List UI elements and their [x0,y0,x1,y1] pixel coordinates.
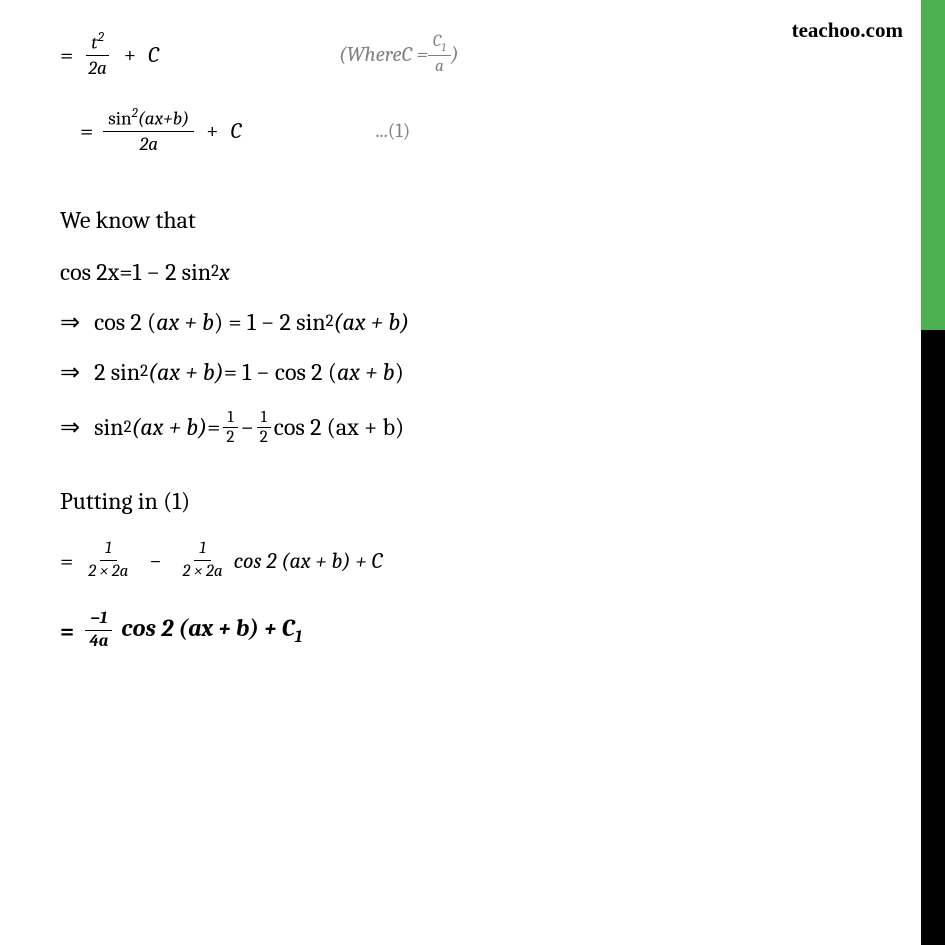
plus-sign: + [124,42,136,68]
constant-C: C [230,118,241,144]
we-know-that-text: We know that [60,206,885,234]
implies-arrow: ⇒ [60,308,80,336]
fraction-1-4a: 1 2 × 2a [83,539,133,583]
content-area: = t2 2a + C (Where C = C1 a ) = sin2(ax+… [0,0,945,698]
right-bar-green [921,0,945,330]
equation-row-4-final: = −1 4a cos 2 (ax + b) + C1 [60,609,885,653]
constant-C: C [148,42,159,68]
fraction-t2-2a: t2 2a [83,30,112,80]
equation-row-1: = t2 2a + C (Where C = C1 a ) [60,30,885,80]
watermark: teachoo.com [792,18,903,43]
trig-identity-1: cos 2x = 1 − 2 sin2 x [60,258,885,286]
minus-sign: − [149,548,161,574]
trig-identity-2: ⇒ cos 2 (ax + b) = 1 − 2 sin2(ax + b) [60,308,885,336]
fraction-numerator: sin2(ax+b) [103,106,194,132]
equation-row-2: = sin2(ax+b) 2a + C ...(1) [80,106,885,156]
equation-reference: ...(1) [375,119,410,142]
putting-in-text: Putting in (1) [60,487,885,515]
implies-arrow: ⇒ [60,413,80,441]
final-result-text: cos 2 (ax + b) + C1 [121,614,302,647]
fraction-sin2-2a: sin2(ax+b) 2a [103,106,194,156]
where-note: (Where C = C1 a ) [339,32,459,77]
equation-row-3: = 1 2 × 2a − 1 2 × 2a cos 2 (ax + b) + C [60,539,885,583]
plus-sign: + [206,118,218,144]
fraction-neg1-4a: −1 4a [84,609,113,653]
fraction-half: 12 [222,408,238,447]
fraction-half: 12 [256,408,272,447]
implies-arrow: ⇒ [60,358,80,386]
fraction-denominator: 2a [135,132,164,156]
equals-sign: = [60,547,73,575]
equals-sign: = [80,117,93,145]
fraction-numerator: t2 [86,30,109,56]
trig-identity-4: ⇒ sin2(ax + b) = 12 − 12 cos 2 (ax + b) [60,408,885,447]
fraction-C1-a: C1 a [428,32,451,77]
right-bar-black [921,330,945,945]
trig-identity-3: ⇒ 2 sin2(ax + b) = 1 − cos 2 (ax + b) [60,358,885,386]
fraction-denominator: 2a [83,56,112,80]
equals-sign: = [60,41,73,69]
equals-sign: = [60,617,74,645]
fraction-1-4a-2: 1 2 × 2a [178,539,228,583]
